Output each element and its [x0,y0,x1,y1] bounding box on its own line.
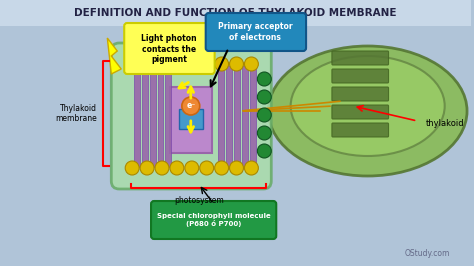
Circle shape [257,90,271,104]
Polygon shape [107,38,121,74]
FancyBboxPatch shape [157,65,164,167]
Circle shape [170,161,184,175]
Circle shape [200,161,214,175]
Ellipse shape [268,46,467,176]
Circle shape [155,161,169,175]
Text: Light photon
contacts the
pigment: Light photon contacts the pigment [141,34,197,64]
Text: OStudy.com: OStudy.com [405,250,450,259]
Circle shape [185,57,199,71]
Circle shape [125,57,139,71]
Circle shape [182,97,200,115]
Text: thylakoid: thylakoid [425,118,464,127]
Text: e⁻: e⁻ [186,102,195,110]
Circle shape [200,57,214,71]
Circle shape [140,161,154,175]
FancyBboxPatch shape [226,65,232,167]
Circle shape [125,161,139,175]
Text: Thylakoid
membrane: Thylakoid membrane [55,104,97,123]
Circle shape [257,144,271,158]
Circle shape [257,72,271,86]
FancyBboxPatch shape [142,65,147,167]
FancyBboxPatch shape [111,43,271,189]
Circle shape [155,57,169,71]
FancyBboxPatch shape [250,65,256,167]
Circle shape [185,161,199,175]
Circle shape [257,126,271,140]
Circle shape [170,57,184,71]
FancyBboxPatch shape [134,65,140,167]
Circle shape [140,57,154,71]
Circle shape [245,57,258,71]
FancyBboxPatch shape [242,65,248,167]
FancyBboxPatch shape [170,87,212,153]
FancyBboxPatch shape [332,123,389,137]
FancyBboxPatch shape [332,87,389,101]
Text: Special chlorophyll molecule
(P680 ó P700): Special chlorophyll molecule (P680 ó P70… [157,213,271,227]
FancyBboxPatch shape [124,23,215,74]
Circle shape [245,161,258,175]
FancyBboxPatch shape [206,13,306,51]
Text: Primary acceptor
of electrons: Primary acceptor of electrons [218,22,293,42]
Circle shape [215,161,228,175]
FancyBboxPatch shape [165,65,172,167]
Circle shape [229,57,244,71]
FancyBboxPatch shape [150,65,155,167]
Ellipse shape [291,56,445,156]
Circle shape [215,57,228,71]
Circle shape [229,161,244,175]
FancyBboxPatch shape [332,69,389,83]
Text: photosystem: photosystem [174,196,224,205]
Text: DEFINITION AND FUNCTION OF THYLAKOID MEMBRANE: DEFINITION AND FUNCTION OF THYLAKOID MEM… [74,8,397,18]
Circle shape [257,108,271,122]
FancyBboxPatch shape [0,0,471,26]
FancyBboxPatch shape [234,65,240,167]
FancyBboxPatch shape [332,105,389,119]
FancyBboxPatch shape [151,201,276,239]
FancyBboxPatch shape [179,109,203,129]
FancyBboxPatch shape [0,26,471,266]
FancyBboxPatch shape [332,51,389,65]
FancyBboxPatch shape [218,65,224,167]
